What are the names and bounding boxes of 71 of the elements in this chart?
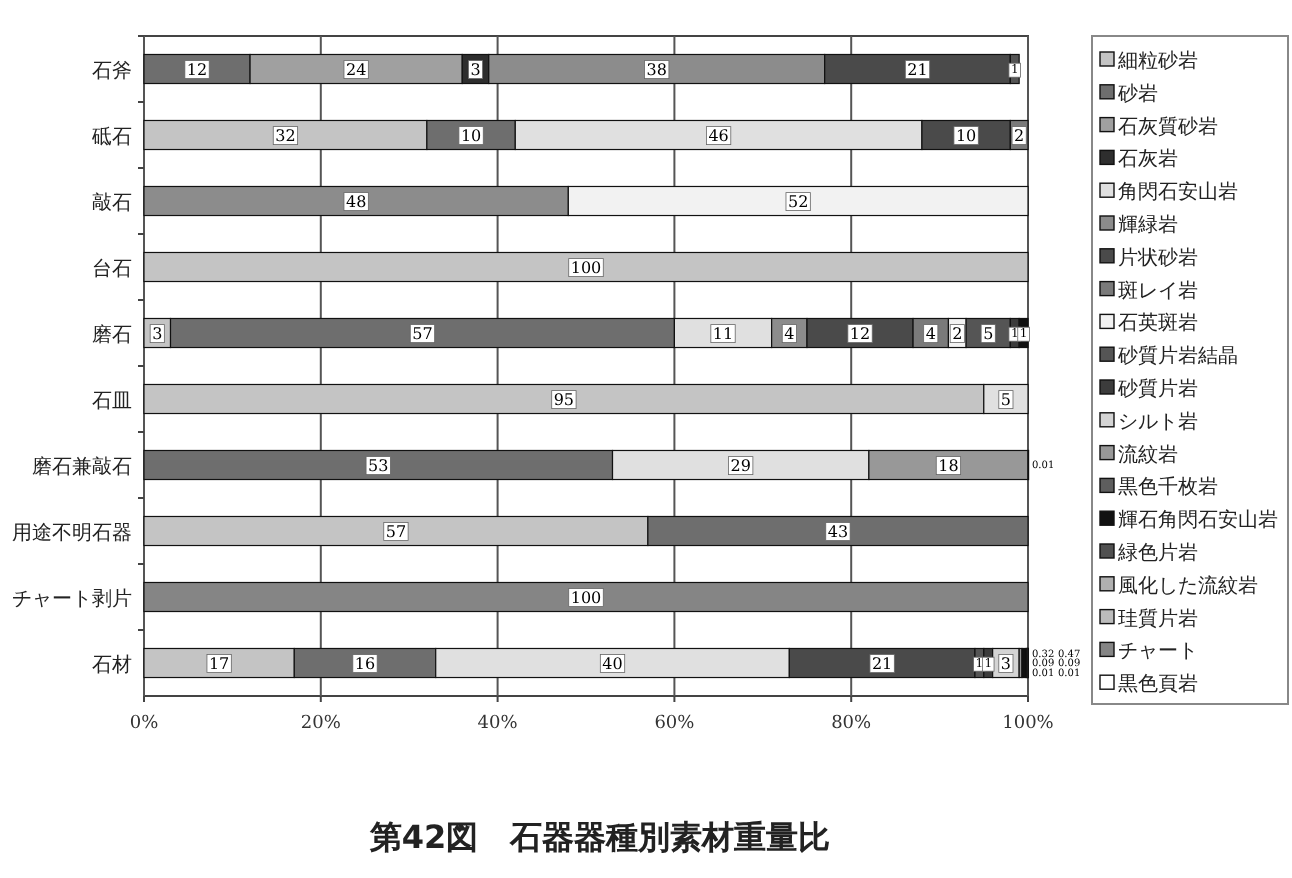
y-tick-label: 石皿 [92,391,132,413]
data-label: 43 [827,522,849,541]
data-label: 100 [570,588,602,607]
x-tick-label: 100% [1002,714,1055,734]
legend-label: 黒色頁岩 [1118,672,1198,697]
y-tick-label: 石斧 [92,59,132,83]
data-label: 3 [152,324,163,343]
legend-label: 片状砂岩 [1118,245,1198,270]
legend-label: 細粒砂岩 [1116,49,1198,73]
data-label: 52 [787,192,809,211]
data-label: 18 [938,456,959,475]
data-label: 3 [470,60,481,79]
data-label: 40 [602,654,623,673]
legend-label: 輝緑岩 [1118,213,1178,237]
data-label: 53 [368,456,389,475]
legend-label: 石灰岩 [1118,147,1178,172]
legend-label: 風化した流紋岩 [1118,573,1258,598]
data-label: 4 [925,324,936,343]
data-label: 16 [354,654,376,673]
data-label: 21 [871,654,893,673]
data-label: 10 [460,126,482,145]
data-label: 12 [186,60,208,79]
legend-label: 黒色千枚岩 [1118,475,1218,500]
legend-label: 角閃石安山岩 [1118,180,1238,205]
legend-label: 砂質片岩 [1116,377,1198,401]
data-label: 57 [385,522,407,541]
legend-label: 砂質片岩結晶 [1116,344,1238,369]
data-label: 57 [412,324,433,343]
y-tick-label: 敲石 [92,191,132,215]
data-label: 38 [646,60,667,79]
y-tick-label: チャート剥片 [12,587,132,611]
data-label: 3 [1000,654,1011,673]
y-tick-label: 磨石兼敲石 [32,455,132,479]
y-tick-label: 砥石 [90,125,132,149]
data-label: 2 [1014,126,1025,145]
legend-label: 輝石角閃石安山岩 [1118,508,1278,533]
x-tick-label: 80% [831,714,873,734]
data-label: 32 [275,126,296,145]
data-label: 11 [712,324,734,343]
legend-label: 斑レイ岩 [1118,278,1198,303]
x-tick-label: 40% [477,714,519,734]
data-label: 21 [907,60,928,79]
y-tick-label: 石材 [92,653,132,677]
data-label: 5 [1000,390,1011,409]
data-label: 24 [345,60,367,79]
legend-label: シルト岩 [1118,409,1198,434]
legend-label: 石英斑岩 [1118,311,1198,336]
data-label: 5 [983,324,994,343]
data-label: 95 [553,390,575,409]
legend-label: 珪質片岩 [1118,606,1198,631]
y-tick-label: 用途不明石器 [12,521,132,545]
data-label: 10 [955,126,977,145]
data-label: 4 [784,324,795,343]
x-tick-label: 0% [129,714,160,734]
data-label: 48 [345,192,367,211]
x-tick-label: 20% [300,714,342,734]
legend-label: 砂岩 [1116,81,1158,106]
data-label: 46 [708,126,729,145]
legend-label: 緑色片岩 [1116,541,1198,565]
legend-label: チャート [1118,641,1198,664]
text: 第42図 石器器種別素材重量比 [367,818,831,856]
data-label: 100 [570,258,602,277]
y-tick-label: 磨石 [92,323,132,347]
y-tick-label: 台石 [92,257,132,281]
data-label: 17 [208,654,230,673]
x-tick-label: 60% [654,714,696,734]
data-label: 2 [952,324,963,343]
legend-label: 石灰質砂岩 [1118,114,1218,139]
data-label: 12 [849,324,871,343]
legend-label: 流紋岩 [1118,442,1178,467]
data-label: 29 [730,456,751,475]
